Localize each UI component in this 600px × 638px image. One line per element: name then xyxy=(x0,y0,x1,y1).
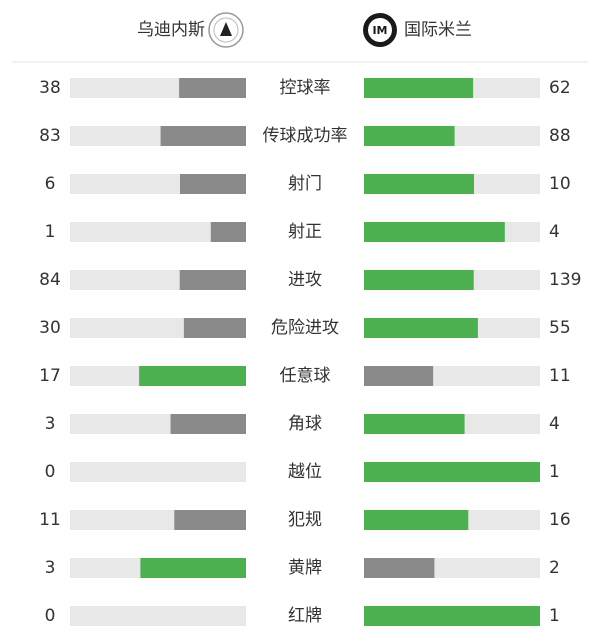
away-team: 国际米兰 xyxy=(404,20,472,40)
home-value: 83 xyxy=(39,126,61,146)
home-bar xyxy=(140,558,246,578)
stat-label: 红牌 xyxy=(288,606,322,626)
away-bar xyxy=(364,270,474,290)
away-bar xyxy=(364,510,469,530)
stat-label: 黄牌 xyxy=(288,558,322,578)
away-value: 62 xyxy=(549,78,571,98)
away-value: 4 xyxy=(549,414,560,434)
away-bar xyxy=(364,606,540,626)
home-value: 3 xyxy=(45,558,56,578)
home-value: 3 xyxy=(45,414,56,434)
home-value: 0 xyxy=(45,606,56,626)
away-value: 16 xyxy=(549,510,571,530)
away-value: 11 xyxy=(549,366,571,386)
home-value: 17 xyxy=(39,366,61,386)
away-value: 10 xyxy=(549,174,571,194)
away-value: 88 xyxy=(549,126,571,146)
stat-label: 任意球 xyxy=(280,366,331,386)
home-bar xyxy=(183,318,246,338)
home-team: 乌迪内斯 xyxy=(137,20,205,40)
away-value: 139 xyxy=(549,270,581,290)
home-track xyxy=(70,462,246,482)
away-bar xyxy=(364,462,540,482)
home-bar xyxy=(160,126,246,146)
home-value: 6 xyxy=(45,174,56,194)
stat-label: 角球 xyxy=(288,414,322,434)
home-logo xyxy=(208,12,244,48)
away-bar xyxy=(364,174,474,194)
home-value: 11 xyxy=(39,510,61,530)
away-value: 2 xyxy=(549,558,560,578)
stat-label: 控球率 xyxy=(280,78,331,98)
home-value: 38 xyxy=(39,78,61,98)
away-bar xyxy=(364,414,465,434)
stat-label: 射门 xyxy=(288,174,322,194)
away-bar xyxy=(364,222,505,242)
away-logo: IM xyxy=(363,13,397,47)
away-bar xyxy=(364,366,434,386)
home-bar xyxy=(139,366,246,386)
away-value: 4 xyxy=(549,222,560,242)
stat-label: 犯规 xyxy=(288,510,322,530)
home-value: 30 xyxy=(39,318,61,338)
home-value: 1 xyxy=(45,222,56,242)
home-bar xyxy=(179,78,246,98)
home-bar xyxy=(174,510,246,530)
away-bar xyxy=(364,318,478,338)
away-value: 1 xyxy=(549,462,560,482)
home-bar xyxy=(180,174,246,194)
home-bar xyxy=(179,270,246,290)
home-track xyxy=(70,222,246,242)
away-bar xyxy=(364,558,435,578)
home-value: 0 xyxy=(45,462,56,482)
home-track xyxy=(70,606,246,626)
home-bar xyxy=(210,222,246,242)
stat-label: 越位 xyxy=(288,462,322,482)
away-bar xyxy=(364,126,455,146)
stat-label: 传球成功率 xyxy=(263,126,348,146)
stat-label: 射正 xyxy=(288,222,322,242)
stat-label: 进攻 xyxy=(288,270,322,290)
stat-label: 危险进攻 xyxy=(271,318,339,338)
away-bar xyxy=(364,78,474,98)
away-value: 55 xyxy=(549,318,571,338)
home-value: 84 xyxy=(39,270,61,290)
svg-text:IM: IM xyxy=(372,24,387,37)
home-bar xyxy=(170,414,246,434)
away-value: 1 xyxy=(549,606,560,626)
